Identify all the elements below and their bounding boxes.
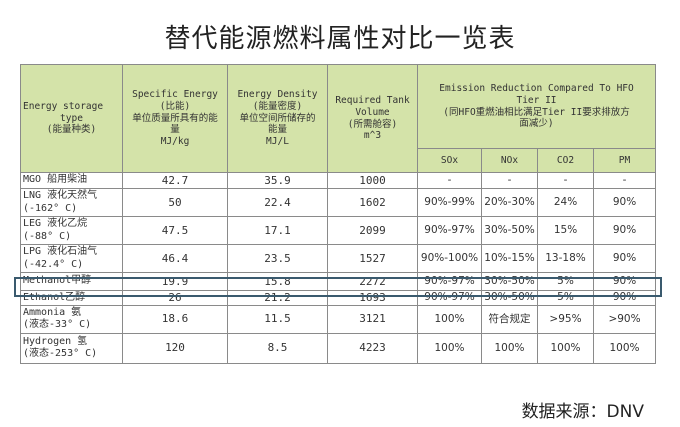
specific-energy-cell: 47.5 <box>122 216 228 245</box>
tank-volume-cell: 2272 <box>327 272 418 291</box>
header-sox: SOx <box>417 148 482 173</box>
table-row: MGO 船用柴油 42.7 35.9 1000- - - - <box>20 172 657 189</box>
header-pm: PM <box>592 148 657 173</box>
header-specific-energy: Specific Energy (比能) 单位质量所具有的能 量 MJ/kg <box>122 64 228 173</box>
energy-density-cell: 8.5 <box>227 332 328 364</box>
energy-density-cell: 11.5 <box>227 304 328 334</box>
nox-cell: 30%-50% <box>481 272 538 291</box>
specific-energy-cell: 46.4 <box>122 244 228 273</box>
nox-cell: 30%-50% <box>481 216 538 245</box>
nox-cell: - <box>481 172 538 189</box>
energy-density-cell: 21.2 <box>227 290 328 306</box>
table-row: Ammonia 氨 (液态-33° C) 18.6 11.5 3121 100% 符合规定 >… <box>20 304 657 334</box>
pm-cell: 90% <box>592 272 657 291</box>
table-row: LEG 液化乙烷 (-88° C) 47.5 17.1 2099 90%-97% 30%-5… <box>20 216 657 245</box>
pm-cell: >90% <box>592 304 657 334</box>
co2-cell: 24% <box>537 188 594 217</box>
nox-cell: 10%-15% <box>481 244 538 273</box>
pm-cell: 90% <box>592 216 657 245</box>
specific-energy-cell: 50 <box>122 188 228 217</box>
tank-volume-cell: 1527 <box>327 244 418 273</box>
energy-density-cell: 23.5 <box>227 244 328 273</box>
fuel-comparison-table-container: Energy storage type (能量种类) Specific Ener… <box>20 64 657 378</box>
table-row: Hydrogen 氢 (液态-253° C) 120 8.5 4223 100% 100% 1… <box>20 332 657 364</box>
co2-cell: - <box>537 172 594 189</box>
tank-volume-cell: 1693 <box>327 290 418 306</box>
table-row: LPG 液化石油气 (-42.4° C) 46.4 23.5 1527 90%-100% 1… <box>20 244 657 273</box>
tank-volume-cell: 1602 <box>327 188 418 217</box>
table-row: LNG 液化天然气 (-162° C) 50 22.4 1602 90%-99% 20%-3… <box>20 188 657 217</box>
header-energy-type: Energy storage type (能量种类) <box>20 64 123 173</box>
nox-cell: 30%-50% <box>481 290 538 306</box>
fuel-name-cell: Ethanol乙醇 <box>20 290 123 306</box>
pm-cell: 100% <box>592 332 657 364</box>
co2-cell: 5% <box>537 272 594 291</box>
co2-cell: 100% <box>537 332 594 364</box>
fuel-name-cell: LEG 液化乙烷 (-88° C) <box>20 216 123 245</box>
sox-cell: 90%-97% <box>417 290 482 306</box>
energy-density-cell: 17.1 <box>227 216 328 245</box>
header-co2: CO2 <box>537 148 594 173</box>
sox-cell: 90%-97% <box>417 272 482 291</box>
header-tank-volume: Required Tank Volume (所需舱容) m^3 <box>327 64 418 173</box>
nox-cell: 100% <box>481 332 538 364</box>
specific-energy-cell: 18.6 <box>122 304 228 334</box>
pm-cell: 90% <box>592 244 657 273</box>
specific-energy-cell: 19.9 <box>122 272 228 291</box>
sox-cell: 100% <box>417 304 482 334</box>
specific-energy-cell: 26 <box>122 290 228 306</box>
header-emission-reduction: Emission Reduction Compared To HFO Tier … <box>416 64 657 149</box>
sox-cell: - <box>417 172 482 189</box>
sox-cell: 100% <box>417 332 482 364</box>
co2-cell: >95% <box>537 304 594 334</box>
tank-volume-cell: 3121 <box>327 304 418 334</box>
co2-cell: 15% <box>537 216 594 245</box>
page-title: 替代能源燃料属性对比一览表 <box>164 24 516 54</box>
header-energy-density: Energy Density (能量密度) 单位空间所储存的 能量 MJ/L <box>227 64 328 173</box>
fuel-name-cell: Ammonia 氨 (液态-33° C) <box>20 304 123 334</box>
pm-cell: - <box>592 172 657 189</box>
co2-cell: 5% <box>537 290 594 306</box>
sox-cell: 90%-100% <box>417 244 482 273</box>
tank-volume-cell: 4223 <box>327 332 418 364</box>
energy-density-cell: 35.9 <box>227 172 328 189</box>
pm-cell: 90% <box>592 290 657 306</box>
nox-cell: 20%-30% <box>481 188 538 217</box>
tank-volume-cell: 2099 <box>327 216 418 245</box>
specific-energy-cell: 42.7 <box>122 172 228 189</box>
fuel-name-cell: MGO 船用柴油 <box>20 172 123 189</box>
nox-cell: 符合规定 <box>481 304 538 334</box>
sox-cell: 90%-97% <box>417 216 482 245</box>
pm-cell: 90% <box>592 188 657 217</box>
energy-density-cell: 22.4 <box>227 188 328 217</box>
specific-energy-cell: 120 <box>122 332 228 364</box>
fuel-name-cell: LNG 液化天然气 (-162° C) <box>20 188 123 217</box>
header-nox: NOx <box>481 148 538 173</box>
co2-cell: 13-18% <box>537 244 594 273</box>
fuel-name-cell: Hydrogen 氢 (液态-253° C) <box>20 332 123 364</box>
fuel-comparison-table: Energy storage type (能量种类) Specific Ener… <box>20 64 657 364</box>
source-note: 数据来源：DNV <box>521 402 644 422</box>
energy-density-cell: 15.8 <box>227 272 328 291</box>
table-row: Methanol甲醇 19.9 15.8 2272 90%-97% 30%-50% 5% 90… <box>20 272 657 291</box>
fuel-name-cell: Methanol甲醇 <box>20 272 123 291</box>
fuel-name-cell: LPG 液化石油气 (-42.4° C) <box>20 244 123 273</box>
table-row: Ethanol乙醇 26 21.2 1693 90%-97% 30%-50% 5% 90% <box>20 290 657 306</box>
sox-cell: 90%-99% <box>417 188 482 217</box>
tank-volume-cell: 1000 <box>327 172 418 189</box>
